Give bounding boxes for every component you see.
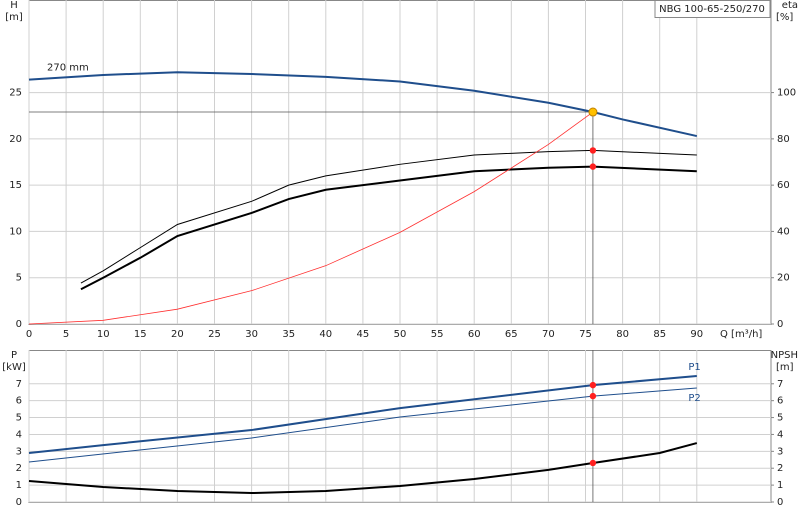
y2-tick-label: 2 [777,463,783,474]
x-tick-label: 20 [171,329,184,340]
y2-tick-label: 3 [777,446,783,457]
duty-marker [589,163,597,170]
x-tick-label: 5 [63,329,69,340]
y-tick-label: 3 [16,446,22,457]
curve [28,387,697,463]
x-tick-label: 0 [26,329,32,340]
x-axis-label: Q [m³/h] [720,329,762,340]
y-tick-label: 6 [16,396,22,407]
curve [28,442,698,495]
y-tick-label: 7 [16,379,22,390]
duty-marker [589,381,597,389]
y2-axis-unit: [m] [776,362,794,373]
y-axis-label: P [11,350,17,361]
x-tick-label: 85 [653,329,666,340]
x-tick-label: 25 [208,329,221,340]
y2-tick-label: 0 [777,497,783,508]
x-tick-label: 90 [690,329,703,340]
y2-tick-label: 60 [777,180,790,191]
x-tick-label: 55 [431,329,444,340]
y-tick-label: 25 [9,88,22,99]
y2-axis-label: NPSH [771,350,798,361]
x-tick-label: 40 [319,329,332,340]
series-label: P1 [688,362,700,373]
curve [28,375,697,455]
y2-tick-label: 7 [777,379,783,390]
y-tick-label: 5 [16,413,22,424]
y2-axis-unit: [%] [776,12,793,23]
duty-marker [589,392,597,400]
duty-point [588,107,598,117]
curve [80,165,697,291]
y-axis-unit: [m] [5,12,23,23]
y-tick-label: 15 [9,180,22,191]
y2-axis-label: eta [782,0,798,11]
curve [28,111,594,325]
x-tick-label: 45 [357,329,370,340]
x-tick-label: 65 [505,329,518,340]
x-tick-label: 35 [282,329,295,340]
x-tick-label: 75 [579,329,592,340]
series-label: 270 mm [47,63,89,74]
x-tick-label: 15 [134,329,147,340]
y-tick-label: 0 [16,497,22,508]
y-axis-unit: [kW] [2,362,26,373]
y-tick-label: 20 [9,134,22,145]
y-axis-label: H [10,0,18,11]
curve [80,149,697,284]
duty-marker [589,147,597,154]
y2-tick-label: 1 [777,480,783,491]
duty-marker [589,459,597,467]
y-tick-label: 5 [16,273,22,284]
series-label: P2 [688,393,700,404]
x-tick-label: 10 [97,329,110,340]
x-tick-label: 30 [245,329,258,340]
y2-tick-label: 5 [777,413,783,424]
y2-tick-label: 6 [777,396,783,407]
y2-tick-label: 4 [777,429,783,440]
y2-tick-label: 80 [777,134,790,145]
y2-tick-label: 20 [777,273,790,284]
title-box [654,0,771,18]
x-tick-label: 60 [468,329,481,340]
y-tick-label: 0 [16,319,22,330]
x-tick-label: 80 [616,329,629,340]
chart-title: NBG 100-65-250/270 [659,4,765,15]
x-tick-label: 50 [394,329,407,340]
x-tick-label: 70 [542,329,555,340]
y2-tick-label: 100 [777,88,796,99]
curve [28,71,698,138]
y-tick-label: 2 [16,463,22,474]
y-tick-label: 10 [9,226,22,237]
y2-tick-label: 0 [777,319,783,330]
y-tick-label: 1 [16,480,22,491]
y2-tick-label: 40 [777,226,790,237]
y-tick-label: 4 [16,429,22,440]
